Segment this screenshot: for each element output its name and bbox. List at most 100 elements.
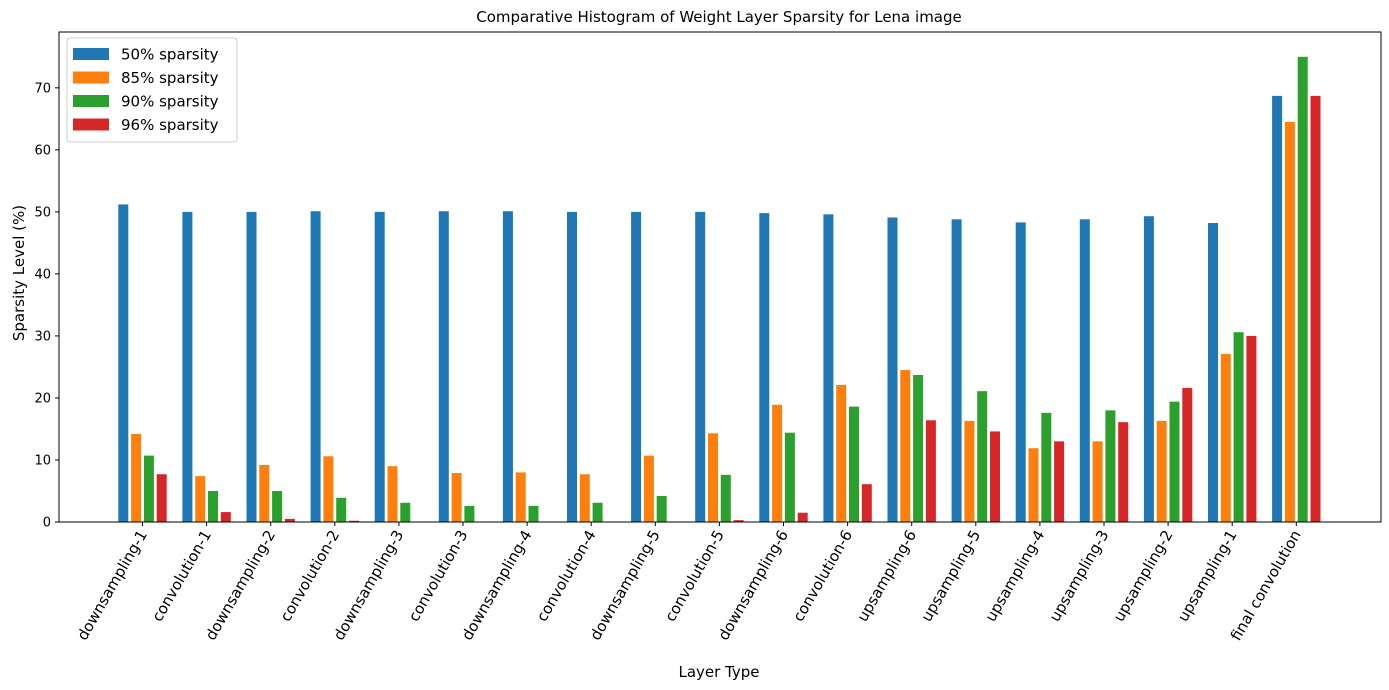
bar-upsampling-1-series-1	[1208, 223, 1218, 523]
bar-convolution-1-series-3	[208, 490, 218, 522]
bar-downsampling-4-series-1	[502, 211, 513, 522]
bar-upsampling-2-series-2	[1156, 420, 1167, 522]
bar-convolution-2-series-2	[323, 456, 334, 522]
bar-convolution-1-series-2	[195, 476, 206, 522]
series-3	[143, 56, 1308, 523]
bar-convolution-5-series-3	[720, 474, 731, 522]
series-2	[131, 121, 1295, 522]
bar-upsampling-1-series-2	[1220, 353, 1231, 522]
bar-downsampling-6-series-4	[797, 512, 808, 522]
bar-upsampling-5-series-2	[964, 420, 975, 522]
legend-label: 85% sparsity	[121, 69, 219, 87]
bar-upsampling-5-series-4	[990, 431, 1000, 522]
y-tick-label: 0	[43, 516, 51, 531]
y-tick-label: 50	[34, 205, 51, 220]
y-axis-ticks: 0 10 20 30 40 50 60 70	[34, 81, 59, 531]
bar-final-convolution-series-2	[1284, 121, 1295, 522]
bar-convolution-6-series-2	[836, 384, 847, 522]
bar-upsampling-2-series-3	[1169, 401, 1180, 522]
axes-layer	[58, 31, 1382, 523]
bar-upsampling-6-series-4	[925, 420, 936, 522]
bar-upsampling-4-series-1	[1015, 222, 1026, 523]
bar-convolution-2-series-1	[310, 211, 321, 522]
bar-upsampling-3-series-4	[1118, 422, 1129, 522]
x-axis-label: Layer Type	[678, 663, 759, 681]
legend-box	[66, 37, 238, 143]
bar-downsampling-2-series-2	[259, 464, 270, 522]
bar-convolution-6-series-1	[823, 214, 834, 522]
bar-upsampling-5-series-1	[951, 219, 962, 522]
legend-swatch	[73, 48, 109, 60]
bar-downsampling-3-series-2	[387, 466, 398, 522]
bar-convolution-5-series-2	[708, 433, 718, 522]
legend-swatch	[73, 118, 109, 131]
legend-swatch	[73, 95, 109, 107]
bar-convolution-5-series-4	[733, 520, 744, 522]
bar-downsampling-3-series-3	[400, 502, 411, 522]
bar-downsampling-1-series-1	[118, 204, 129, 522]
bar-downsampling-4-series-3	[528, 505, 539, 522]
bar-downsampling-4-series-2	[515, 472, 526, 522]
legend-label: 96% sparsity	[121, 116, 219, 134]
y-tick-label: 70	[34, 81, 51, 96]
bar-convolution-2-series-4	[349, 520, 359, 522]
bar-upsampling-6-series-3	[913, 375, 924, 522]
bar-downsampling-5-series-1	[631, 211, 642, 522]
legend: 50% sparsity 85% sparsity 90% sparsity 96% …	[66, 37, 238, 143]
bar-downsampling-6-series-2	[772, 404, 783, 522]
bar-downsampling-3-series-1	[374, 211, 385, 522]
series-4	[156, 95, 1321, 522]
bar-convolution-6-series-4	[861, 484, 872, 522]
bar-convolution-4-series-2	[579, 474, 590, 522]
legend-label: 90% sparsity	[121, 93, 219, 111]
bar-convolution-1-series-4	[220, 512, 231, 522]
bar-downsampling-2-series-1	[246, 211, 257, 522]
bar-upsampling-2-series-4	[1182, 388, 1193, 522]
bar-upsampling-4-series-3	[1041, 412, 1052, 522]
bar-convolution-6-series-3	[849, 406, 859, 522]
bar-convolution-5-series-1	[695, 211, 706, 522]
bar-downsampling-2-series-4	[284, 518, 295, 522]
bar-upsampling-3-series-1	[1079, 219, 1090, 522]
bar-upsampling-3-series-3	[1105, 410, 1116, 522]
bar-downsampling-5-series-2	[643, 455, 654, 522]
bar-final-convolution-series-1	[1272, 95, 1283, 522]
plot-frame	[58, 31, 1382, 523]
bar-convolution-1-series-1	[182, 211, 193, 522]
y-tick-label: 40	[34, 267, 51, 282]
bar-upsampling-4-series-4	[1054, 441, 1065, 522]
bar-convolution-3-series-1	[438, 211, 449, 522]
bar-downsampling-1-series-3	[143, 455, 154, 522]
bar-upsampling-4-series-2	[1028, 448, 1039, 522]
bar-upsampling-5-series-3	[977, 391, 988, 522]
bar-downsampling-2-series-3	[272, 490, 283, 522]
legend-label: 50% sparsity	[121, 46, 219, 64]
legend-swatch	[73, 71, 109, 84]
bar-upsampling-3-series-2	[1092, 441, 1103, 522]
bar-convolution-2-series-3	[336, 497, 347, 522]
bar-upsampling-6-series-1	[887, 217, 898, 522]
bar-upsampling-2-series-1	[1143, 216, 1154, 522]
bar-convolution-4-series-3	[592, 502, 603, 522]
y-tick-label: 20	[34, 391, 51, 406]
y-tick-label: 10	[34, 453, 51, 468]
bar-downsampling-6-series-1	[759, 213, 770, 523]
bar-final-convolution-series-3	[1297, 56, 1308, 523]
y-tick-label: 60	[34, 143, 51, 158]
bar-final-convolution-series-4	[1310, 95, 1321, 522]
chart-title: Comparative Histogram of Weight Layer Sp…	[476, 8, 962, 26]
bar-upsampling-1-series-3	[1233, 332, 1244, 522]
bars-layer	[118, 56, 1321, 523]
bar-convolution-3-series-2	[451, 473, 462, 522]
bar-downsampling-5-series-3	[656, 495, 667, 522]
bar-downsampling-6-series-3	[784, 432, 795, 522]
y-tick-label: 30	[34, 329, 51, 344]
y-axis-label: Sparsity Level (%)	[10, 205, 28, 341]
bar-upsampling-1-series-4	[1246, 335, 1257, 522]
bar-downsampling-1-series-2	[131, 433, 142, 522]
bar-convolution-3-series-3	[464, 505, 475, 522]
bar-upsampling-6-series-2	[900, 370, 911, 522]
bar-downsampling-1-series-4	[156, 474, 167, 522]
bar-convolution-4-series-1	[567, 211, 577, 522]
